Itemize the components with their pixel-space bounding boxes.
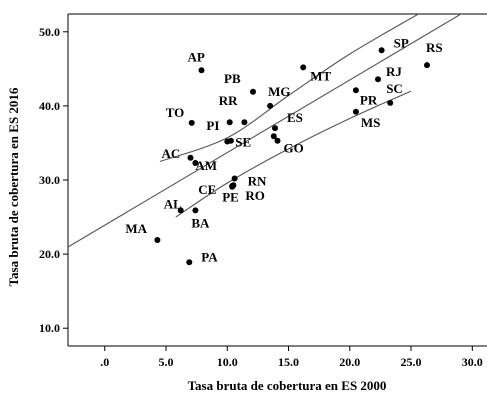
- y-tick-label: 30.0: [39, 173, 60, 187]
- data-point: [270, 133, 277, 140]
- data-point: [192, 160, 199, 166]
- x-tick-label: .0: [100, 355, 109, 369]
- point-label: GO: [284, 141, 304, 156]
- data-point: [187, 154, 194, 161]
- y-tick-label: 50.0: [39, 25, 60, 39]
- point-label: SC: [386, 81, 403, 96]
- data-point: [154, 237, 161, 243]
- data-point: [229, 183, 236, 190]
- data-point: [274, 137, 281, 144]
- point-label: TO: [166, 105, 185, 120]
- x-tick-label: 25.0: [401, 355, 422, 369]
- data-point: [300, 64, 307, 71]
- data-point: [352, 87, 359, 94]
- x-tick-label: 10.0: [217, 355, 238, 369]
- data-point: [227, 137, 234, 144]
- y-tick-label: 20.0: [39, 247, 60, 261]
- data-point: [250, 88, 256, 95]
- data-point: [267, 102, 274, 109]
- point-label: RR: [219, 93, 238, 108]
- point-label: PB: [224, 71, 241, 86]
- data-point: [198, 67, 205, 74]
- point-label: MA: [125, 221, 147, 236]
- point-label: SE: [235, 135, 251, 150]
- point-label: RO: [245, 188, 265, 203]
- point-label: PE: [222, 190, 239, 205]
- data-point: [188, 119, 195, 126]
- data-point: [352, 108, 359, 115]
- data-point: [272, 125, 278, 132]
- x-tick-label: 5.0: [159, 355, 174, 369]
- x-tick-label: 15.0: [278, 355, 299, 369]
- point-label: PR: [360, 92, 378, 107]
- x-axis-title: Tasa bruta de cobertura en ES 2000: [188, 378, 387, 393]
- point-label: ES: [287, 110, 303, 125]
- data-point: [375, 76, 381, 83]
- fit-line: [68, 14, 463, 248]
- x-tick-label: 30.0: [462, 355, 483, 369]
- y-tick-label: 40.0: [39, 99, 60, 113]
- point-label: PI: [206, 118, 219, 133]
- point-label: MS: [361, 115, 381, 130]
- data-point: [241, 119, 248, 126]
- point-label: RN: [248, 174, 267, 189]
- data-point: [226, 119, 233, 126]
- data-point: [177, 207, 184, 214]
- x-tick-label: 20.0: [339, 355, 360, 369]
- data-point: [387, 99, 394, 106]
- point-label: RS: [426, 40, 443, 55]
- point-label: AP: [188, 49, 205, 64]
- point-label: AC: [162, 146, 181, 161]
- data-point: [192, 207, 199, 214]
- data-point: [231, 175, 238, 182]
- point-label: BA: [191, 215, 210, 230]
- data-point: [424, 62, 430, 69]
- point-label: MG: [268, 84, 290, 99]
- lower-bound-curve: [175, 90, 412, 218]
- point-label: PA: [201, 249, 218, 264]
- y-axis-title: Tasa bruta de cobertura en ES 2016: [6, 87, 21, 286]
- data-point: [378, 47, 385, 54]
- y-tick-label: 10.0: [39, 321, 60, 335]
- point-label: SP: [394, 35, 409, 50]
- point-label: CE: [198, 182, 216, 197]
- point-label: AL: [164, 196, 182, 211]
- point-label: MT: [310, 68, 331, 83]
- data-point: [186, 259, 193, 266]
- upper-bound-curve: [159, 14, 419, 163]
- point-label: AM: [195, 158, 217, 173]
- point-label: RJ: [386, 64, 402, 79]
